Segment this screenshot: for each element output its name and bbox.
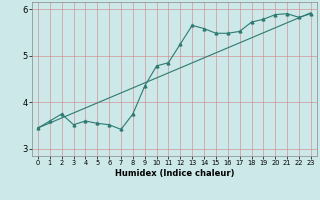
X-axis label: Humidex (Indice chaleur): Humidex (Indice chaleur)	[115, 169, 234, 178]
